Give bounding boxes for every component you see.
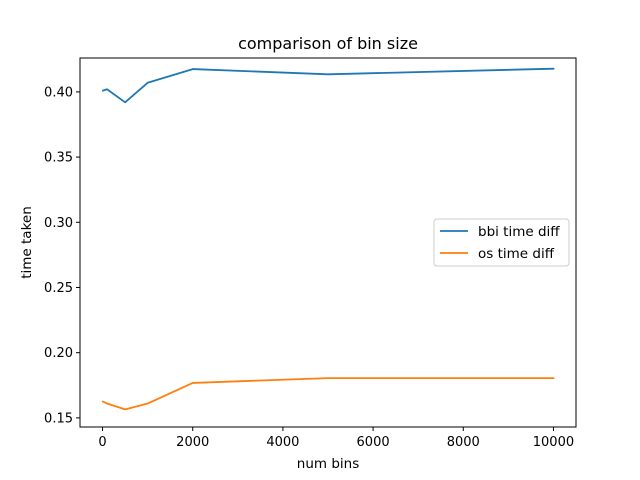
y-tick-label: 0.25 <box>44 281 73 296</box>
series-line-1 <box>101 67 555 104</box>
y-tick-label: 0.40 <box>44 85 73 100</box>
series-line-2 <box>101 377 555 411</box>
chart-title: comparison of bin size <box>238 34 418 53</box>
y-tick-label: 0.30 <box>44 216 73 231</box>
y-tick-label: 0.20 <box>44 346 73 361</box>
legend-label: bbi time diff <box>478 224 560 240</box>
plot-frame <box>79 57 577 428</box>
y-axis-label: time taken <box>19 206 35 279</box>
x-axis-label: num bins <box>297 456 359 472</box>
y-tick-label: 0.15 <box>44 411 73 426</box>
x-tick-label: 6000 <box>357 435 390 450</box>
x-tick-label: 8000 <box>447 435 480 450</box>
plot-area <box>101 67 555 411</box>
x-tick-label: 10000 <box>533 435 574 450</box>
x-tick-label: 2000 <box>176 435 209 450</box>
y-tick-label: 0.35 <box>44 151 73 166</box>
x-tick-label: 0 <box>98 435 106 450</box>
legend: bbi time diff os time diff <box>433 218 570 267</box>
x-axis: 0 2000 4000 6000 8000 10000 <box>98 427 574 450</box>
x-tick-label: 4000 <box>266 435 299 450</box>
y-axis: 0.15 0.20 0.25 0.30 0.35 0.40 <box>44 85 80 426</box>
legend-label: os time diff <box>478 246 555 262</box>
